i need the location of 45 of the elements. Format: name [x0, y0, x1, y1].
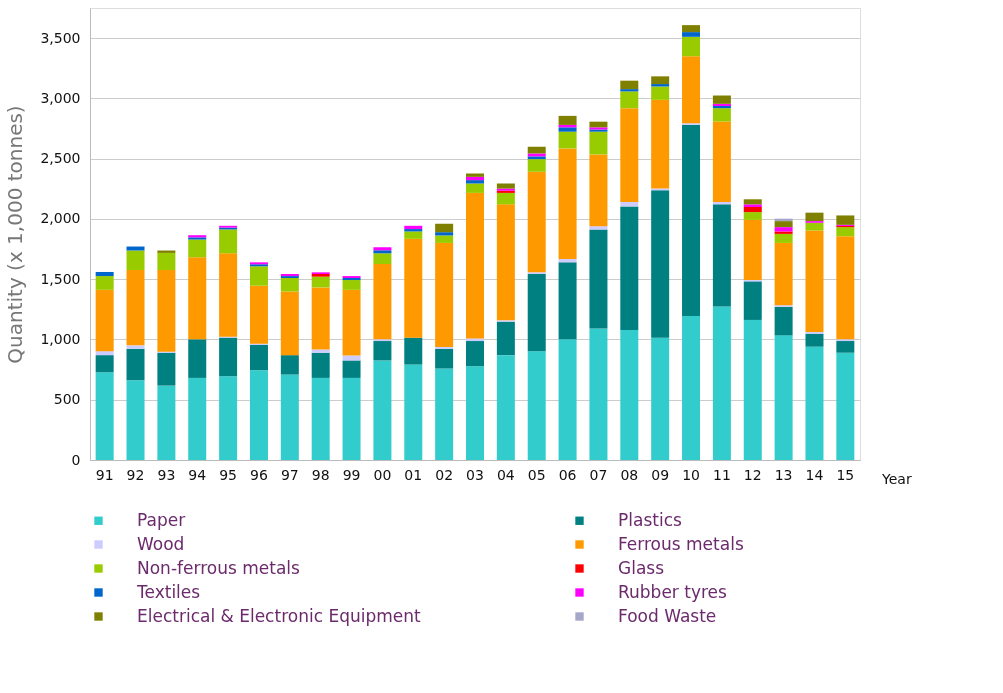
y-tick-label: 1,500 [40, 270, 81, 287]
y-tick-label: 0 [71, 451, 81, 468]
legend-label: Glass [618, 557, 665, 578]
legend-label: Non-ferrous metals [137, 557, 301, 578]
x-tick-label: 01 [404, 466, 423, 483]
y-tick-label: 3,000 [40, 89, 81, 106]
legend-label: Paper [137, 509, 186, 530]
x-tick-label: 14 [805, 466, 824, 483]
x-tick-label: 94 [188, 466, 207, 483]
x-tick-label: 09 [651, 466, 670, 483]
x-tick-label: 92 [126, 466, 145, 483]
x-tick-label: 96 [250, 466, 268, 483]
legend-label: Food Waste [618, 605, 717, 626]
legend-label: Plastics [618, 509, 682, 530]
x-tick-label: 12 [743, 466, 762, 483]
x-axis-title: Year [881, 471, 912, 487]
legend-label: Wood [137, 533, 185, 554]
x-tick-label: 10 [682, 466, 700, 483]
x-tick-label: 11 [712, 466, 731, 483]
x-tick-label: 04 [496, 466, 515, 483]
x-tick-label: 03 [466, 466, 484, 483]
x-tick-label: 00 [373, 466, 392, 483]
x-tick-label: 15 [836, 466, 855, 483]
legend-label: Rubber tyres [618, 581, 728, 602]
x-tick-label: 95 [219, 466, 238, 483]
x-tick-label: 98 [311, 466, 330, 483]
x-tick-label: 02 [435, 466, 454, 483]
x-tick-label: 99 [342, 466, 361, 483]
legend-label: Textiles [136, 581, 201, 602]
y-tick-label: 1,000 [40, 330, 81, 347]
y-tick-label: 500 [53, 391, 81, 408]
x-tick-label: 05 [527, 466, 546, 483]
x-tick-label: 91 [95, 466, 114, 483]
x-tick-label: 93 [157, 466, 176, 483]
legend-label: Electrical & Electronic Equipment [137, 605, 422, 626]
x-tick-label: 97 [280, 466, 299, 483]
x-tick-label: 13 [774, 466, 793, 483]
y-axis-title: Quantity (x 1,000 tonnes) [3, 105, 28, 364]
y-tick-label: 2,500 [40, 150, 81, 167]
x-tick-label: 08 [620, 466, 639, 483]
x-tick-label: 07 [589, 466, 608, 483]
legend-label: Ferrous metals [618, 533, 744, 554]
x-tick-label: 06 [558, 466, 577, 483]
y-tick-label: 2,000 [40, 210, 81, 227]
y-tick-label: 3,500 [40, 29, 81, 46]
